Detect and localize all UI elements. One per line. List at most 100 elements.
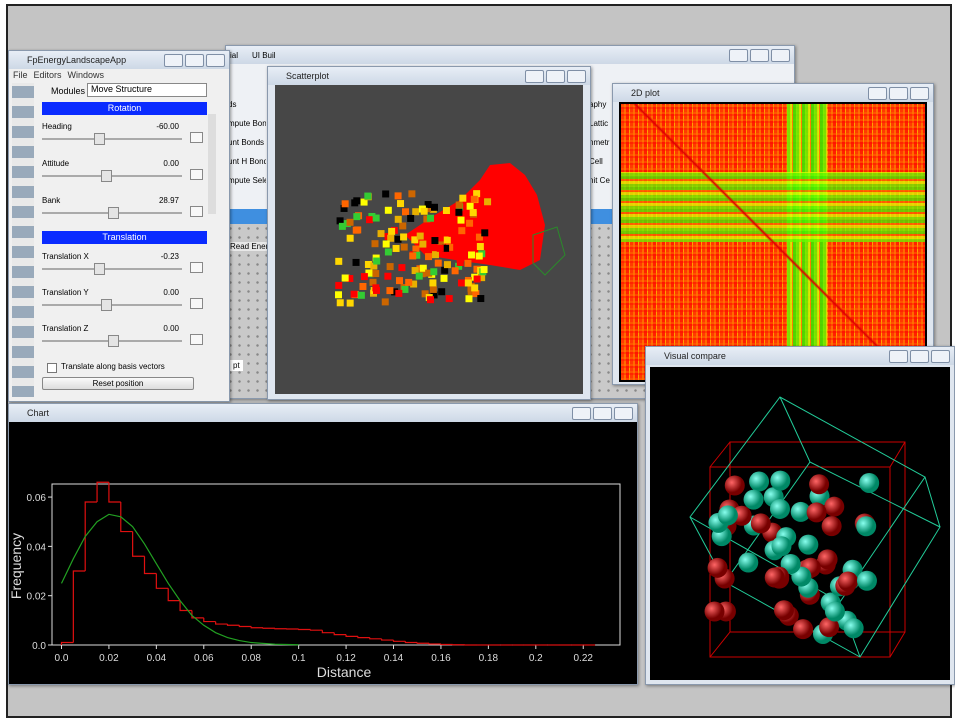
slider-thumb[interactable] (108, 207, 119, 219)
checkbox[interactable] (47, 363, 57, 373)
max[interactable] (593, 407, 612, 420)
ribbon-button[interactable]: unt H Bonds (228, 157, 266, 166)
ribbon-button[interactable]: Cell (589, 157, 603, 166)
slider-thumb[interactable] (108, 335, 119, 347)
histogram-bin (121, 502, 133, 532)
close[interactable] (771, 49, 790, 62)
max[interactable] (750, 49, 769, 62)
slider-thumb[interactable] (94, 263, 105, 275)
section-title: Rotation (108, 103, 142, 113)
close[interactable] (567, 70, 586, 83)
slider-value: -0.23 (149, 252, 179, 261)
min[interactable] (164, 54, 183, 67)
ribbon-button[interactable]: mpute Bond (228, 119, 266, 128)
max[interactable] (889, 87, 908, 100)
scatter-point (407, 215, 414, 222)
menu-item[interactable]: Editors (34, 70, 62, 80)
scatter-point (353, 197, 360, 204)
title-bar (226, 46, 794, 64)
slider-label: Translation X (42, 252, 89, 261)
histogram-bin (382, 639, 394, 640)
atom (844, 618, 864, 638)
close[interactable] (910, 87, 929, 100)
atom (822, 516, 842, 536)
scatter-point (347, 235, 354, 242)
histogram-bin (417, 643, 429, 644)
histogram-bin (239, 625, 251, 626)
tab[interactable]: UI Buil (252, 51, 276, 60)
y-tick-label: 0.06 (27, 493, 47, 504)
min[interactable] (729, 49, 748, 62)
atom (859, 473, 879, 493)
min[interactable] (868, 87, 887, 100)
slider-button[interactable] (190, 206, 203, 217)
ribbon-button[interactable]: Lattic (589, 119, 608, 128)
min[interactable] (889, 350, 908, 363)
scatter-point (387, 263, 394, 270)
scatter-point (396, 277, 403, 284)
scatter-point (339, 223, 346, 230)
close[interactable] (931, 350, 950, 363)
slider-thumb[interactable] (94, 133, 105, 145)
atom (751, 513, 771, 533)
slider-button[interactable] (190, 298, 203, 309)
ribbon-button[interactable]: mpute Selec (228, 176, 266, 185)
scatter-point (417, 233, 424, 240)
scatter-point (427, 296, 434, 303)
histogram-bin (85, 502, 97, 571)
toolbar (12, 83, 34, 397)
min[interactable] (525, 70, 544, 83)
min[interactable] (572, 407, 591, 420)
slider-button[interactable] (190, 262, 203, 273)
scatter-point (442, 226, 449, 233)
scatter-point (400, 233, 407, 240)
module-select[interactable]: Move Structure (87, 83, 207, 97)
scatter-point (373, 258, 380, 265)
ribbon-button[interactable]: aphy (589, 100, 606, 109)
max[interactable] (546, 70, 565, 83)
max[interactable] (185, 54, 204, 67)
histogram-bin (144, 556, 156, 573)
reset-button[interactable]: Reset position (42, 377, 194, 390)
ribbon-button[interactable]: nit Ce (589, 176, 610, 185)
tab[interactable]: ial (230, 51, 238, 60)
close[interactable] (614, 407, 633, 420)
max[interactable] (910, 350, 929, 363)
scatter-point (470, 209, 477, 216)
scatter-point (429, 279, 436, 286)
x-tick-label: 0.08 (241, 653, 261, 664)
histogram-bin (109, 482, 121, 502)
menu-item[interactable]: Windows (68, 70, 105, 80)
histogram-bin (216, 622, 228, 624)
scatter-point (427, 215, 434, 222)
scatter-point (481, 229, 488, 236)
scatterplot-window: Scatterplot (267, 66, 591, 400)
slider-thumb[interactable] (101, 299, 112, 311)
slider-button[interactable] (190, 132, 203, 143)
fit-line (61, 514, 298, 644)
close[interactable] (206, 54, 225, 67)
atom (774, 600, 794, 620)
menu-item[interactable]: File (13, 70, 28, 80)
ribbon-button[interactable]: pt (230, 360, 243, 371)
ribbon-button[interactable]: nmetr (589, 138, 609, 147)
ribbon-button[interactable]: unt Bonds (228, 138, 266, 147)
histogram-bin (204, 618, 216, 622)
scatter-point (457, 259, 464, 266)
scatter-point (468, 251, 475, 258)
scatter-point (465, 279, 472, 286)
y-axis-label: Frequency (9, 533, 24, 599)
atom (765, 568, 785, 588)
ribbon-button[interactable]: ds (228, 100, 266, 109)
slider-label: Translation Z (42, 324, 88, 333)
slider-button[interactable] (190, 169, 203, 180)
slider-track (42, 175, 182, 177)
histogram-bin (370, 638, 382, 639)
scatter-point (484, 198, 491, 205)
x-tick-label: 0.12 (336, 653, 356, 664)
scatter-point (458, 227, 465, 234)
x-tick-label: 0.16 (431, 653, 451, 664)
slider-button[interactable] (190, 334, 203, 345)
slider-thumb[interactable] (101, 170, 112, 182)
scatter-point (347, 219, 354, 226)
